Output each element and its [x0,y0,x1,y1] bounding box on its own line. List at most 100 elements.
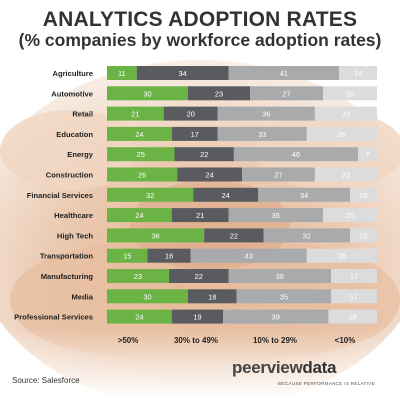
bar-value-label: 17 [350,272,358,281]
bar-segment [350,187,377,202]
bar-segment [188,86,251,101]
bar-value-label: 27 [282,89,290,98]
chart-subtitle: (% companies by workforce adoption rates… [18,30,382,50]
bar-segment [188,289,237,304]
category-label: Transportation [40,252,94,261]
bar-segment [107,289,188,304]
bar-segment [107,248,148,263]
bar-value-label: 26 [138,171,146,180]
bar-value-label: 15 [123,252,131,261]
bar-value-label: 26 [338,130,346,139]
category-label: Media [71,292,93,301]
bar-segment [171,309,224,324]
chart-title: ANALYTICS ADOPTION RATES [42,8,358,31]
bar-value-label: 35 [280,292,288,301]
bar-segment [204,228,264,243]
bar-value-label: 20 [187,110,195,119]
category-label: Construction [46,171,94,180]
bar-segment [263,228,350,243]
bar-segment [177,167,242,182]
bar-value-label: 17 [191,130,199,139]
bar-value-label: 36 [151,231,159,240]
bar-value-label: 11 [118,69,126,78]
bar-segment [328,309,377,324]
bar-segment [242,167,315,182]
bar-segment [306,248,377,263]
logo-wordmark: peerviewdata [232,358,336,378]
bar-segment [233,147,359,162]
bar-value-label: 24 [222,191,230,200]
category-label: Professional Services [14,313,93,322]
bar-value-label: 21 [131,110,139,119]
bar-value-label: 26 [338,252,346,261]
bar-segment [107,309,172,324]
bar-segment [190,248,307,263]
bar-value-label: 35 [272,211,280,220]
bar-value-label: 22 [230,231,238,240]
bar-value-label: 25 [137,150,145,159]
bar-value-label: 24 [205,171,213,180]
bar-segment [314,106,377,121]
bar-value-label: 23 [215,89,223,98]
bar-segment [228,269,332,283]
category-label: Agriculture [52,69,93,78]
bar-value-label: 20 [346,89,354,98]
bar-segment [339,66,377,80]
bar-value-label: 22 [200,150,208,159]
bar-segment [258,187,350,202]
bar-value-label: 23 [342,110,350,119]
bar-segment [107,187,194,202]
bar-segment [147,248,191,263]
bar-value-label: 19 [193,313,201,322]
bar-segment [358,147,377,162]
bar-value-label: 36 [262,110,270,119]
bar-value-label: 39 [272,313,280,322]
bar-segment [107,126,172,141]
bar-segment [136,66,229,80]
bar-segment [107,66,137,80]
bar-segment [250,86,323,101]
category-label: Education [56,130,93,139]
bar-value-label: 21 [196,211,204,220]
bar-segment [350,228,377,243]
bar-segment [217,106,315,121]
bar-segment [171,208,229,223]
legend-label: 30% to 49% [174,336,218,345]
category-label: Healthcare [54,211,93,220]
bar-value-label: 24 [135,313,143,322]
bar-segment [193,187,259,202]
bar-segment [171,126,218,141]
bar-value-label: 18 [349,313,357,322]
legend-label: 10% to 29% [253,336,297,345]
bar-segment [107,106,164,121]
bar-value-label: 16 [165,252,173,261]
category-label: Financial Services [27,191,93,200]
bar-value-label: 24 [135,130,143,139]
category-label: High Tech [57,231,94,240]
bar-segment [323,208,377,223]
bar-segment [107,269,170,283]
bar-value-label: 38 [276,272,284,281]
legend-label: <10% [335,336,356,345]
bar-segment [107,228,205,243]
bar-value-label: 27 [274,171,282,180]
bar-segment [107,86,188,101]
category-label: Energy [67,150,94,159]
bar-value-label: 7 [365,150,369,159]
logo-word-peerview: peerview [232,358,303,377]
bar-value-label: 14 [354,69,362,78]
bar-segment [217,126,307,141]
bar-segment [107,147,175,162]
bar-value-label: 33 [258,130,266,139]
category-label: Manufacturing [41,272,94,281]
bar-value-label: 43 [245,252,253,261]
bar-value-label: 30 [143,89,151,98]
bar-segment [174,147,234,162]
bar-segment [323,86,377,101]
bar-segment [331,289,377,304]
logo-word-data: data [302,358,337,377]
bar-segment [228,208,323,223]
bar-value-label: 10 [359,231,367,240]
